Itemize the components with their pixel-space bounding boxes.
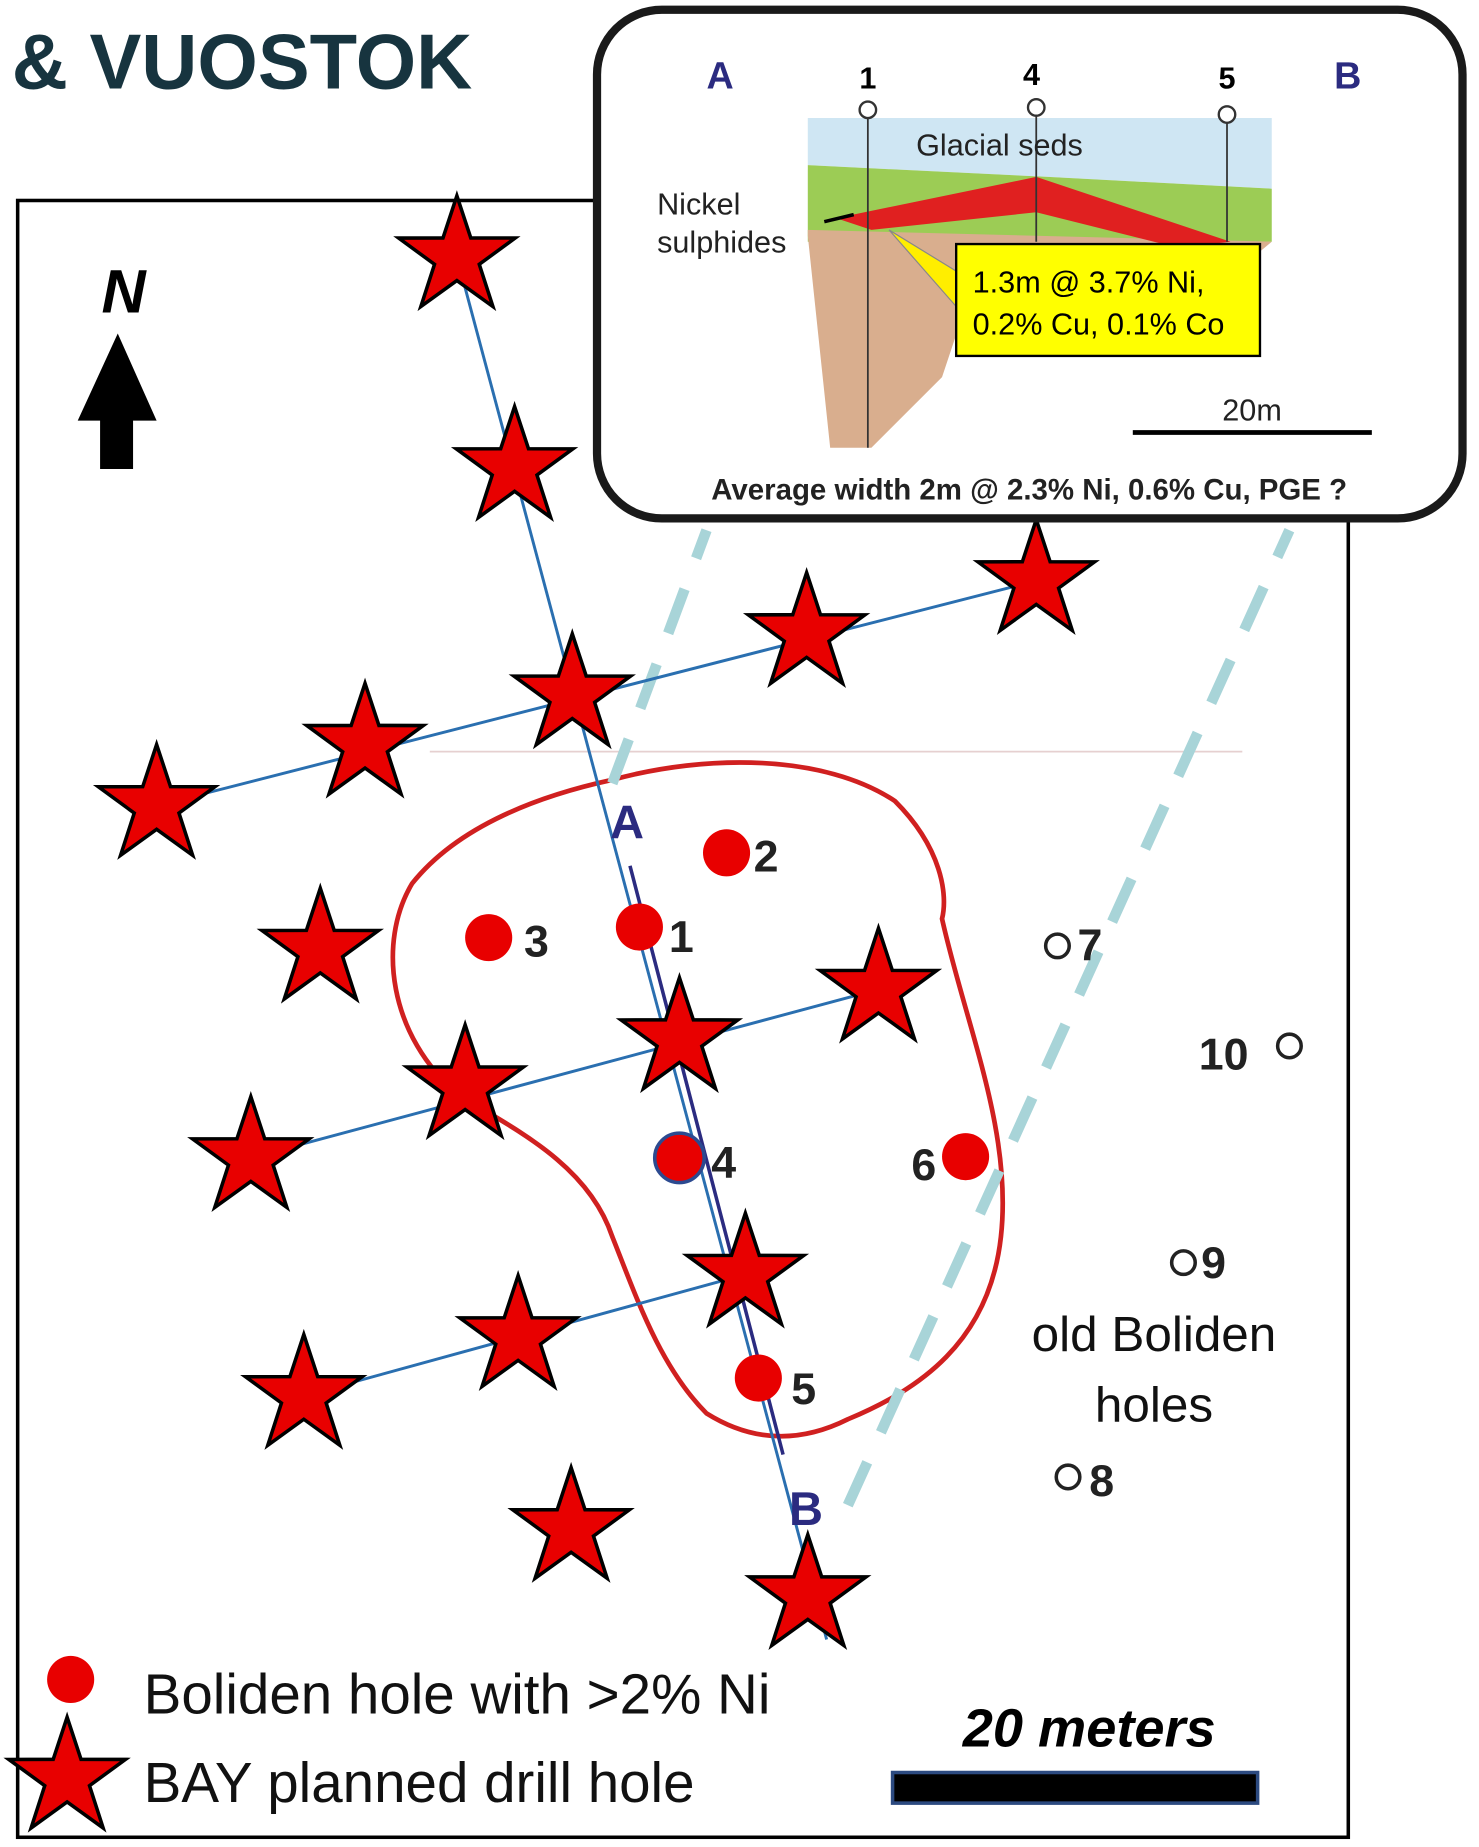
star	[187, 1090, 315, 1212]
old-hole-markers	[1043, 932, 1303, 1491]
scale-label: 20 meters	[962, 1699, 1216, 1759]
inset-guides	[607, 528, 1295, 1508]
north-arrow	[77, 333, 157, 469]
hole-label: 4	[711, 1138, 736, 1188]
star	[92, 738, 221, 860]
old-hole-label: 7	[1077, 920, 1102, 970]
star	[3, 1711, 131, 1833]
star	[681, 1207, 810, 1329]
boliden-holes	[47, 829, 990, 1704]
star	[240, 1328, 368, 1450]
star	[814, 922, 943, 1044]
section-label: A	[610, 796, 644, 849]
hole-label: 3	[524, 916, 549, 966]
title: & VUOSTOK	[12, 20, 473, 106]
old-hole-label: 10	[1199, 1030, 1249, 1080]
star	[256, 882, 384, 1004]
star	[301, 677, 429, 799]
section-label: B	[789, 1482, 823, 1535]
north-label: N	[102, 257, 148, 325]
inset-scale: 20m	[1222, 394, 1282, 428]
star	[742, 566, 871, 688]
inset-end: A	[707, 55, 734, 97]
cross-section	[807, 98, 1372, 448]
inset-layer: Glacial seds	[916, 129, 1083, 163]
inset-callout: 1.3m @ 3.7% Ni,	[973, 265, 1205, 299]
hole-label: 6	[911, 1140, 936, 1190]
star	[507, 1461, 635, 1583]
star	[508, 628, 636, 750]
inset-mineral: Nickel	[657, 188, 740, 222]
hole-label: 1	[669, 912, 694, 962]
scale-bar	[890, 1770, 1260, 1805]
old-hole-label: 8	[1089, 1456, 1114, 1506]
inset-hole: 4	[1023, 58, 1040, 92]
hole-label: 5	[791, 1364, 816, 1414]
inset-callout: 0.2% Cu, 0.1% Co	[973, 308, 1225, 342]
legend-item: BAY planned drill hole	[144, 1751, 695, 1814]
note: holes	[1095, 1378, 1213, 1433]
inset-caption: Average width 2m @ 2.3% Ni, 0.6% Cu, PGE…	[711, 474, 1347, 507]
star	[615, 972, 744, 1094]
inset-end: B	[1334, 55, 1361, 97]
note: old Boliden	[1032, 1307, 1277, 1362]
star	[972, 513, 1100, 635]
star	[454, 1269, 582, 1391]
star	[393, 190, 521, 312]
inset-hole: 1	[859, 62, 876, 96]
legend-item: Boliden hole with >2% Ni	[144, 1663, 771, 1726]
old-hole-label: 9	[1201, 1238, 1226, 1288]
star	[744, 1529, 872, 1651]
inset-mineral: sulphides	[657, 225, 786, 259]
ore-outline	[390, 760, 1006, 1439]
star	[401, 1019, 529, 1141]
hole-label: 2	[754, 832, 779, 882]
planned-holes	[3, 190, 1100, 1833]
inset-hole: 5	[1218, 62, 1235, 96]
star	[450, 400, 579, 522]
